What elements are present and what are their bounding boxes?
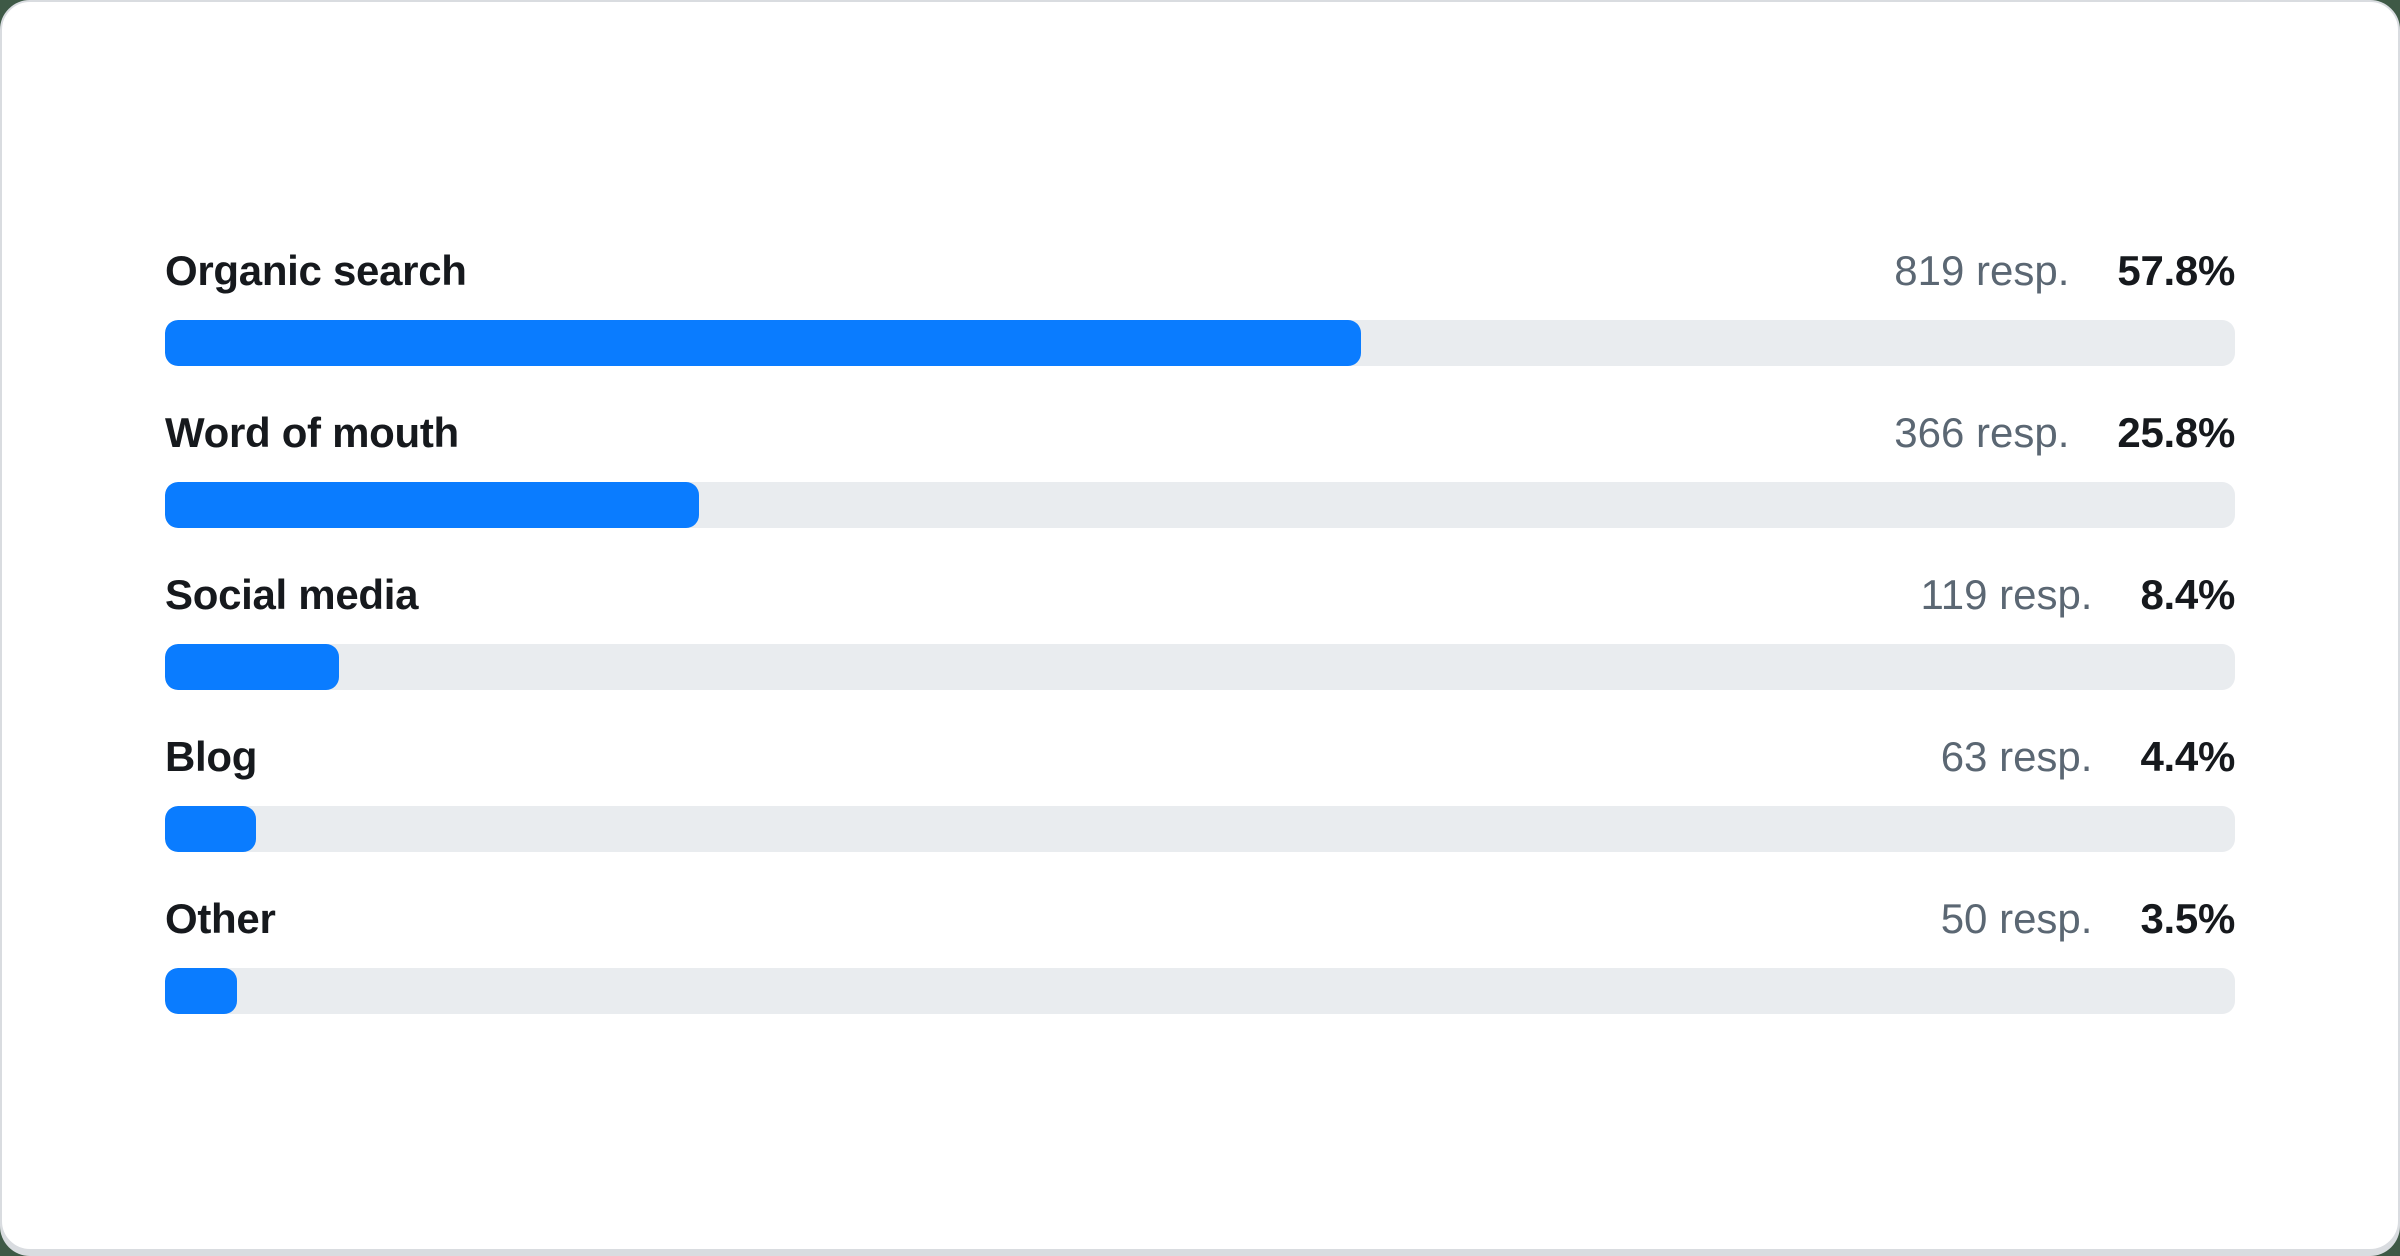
category-label: Organic search (165, 247, 467, 294)
chart-row: Organic search 819 resp. 57.8% (165, 244, 2235, 366)
bar-fill (165, 806, 257, 852)
percent-value: 25.8% (2117, 409, 2235, 456)
responses-count: 819 resp. (1894, 247, 2070, 294)
bar-fill (165, 644, 339, 690)
row-values: 119 resp. 8.4% (1920, 568, 2235, 622)
percent-value: 57.8% (2117, 247, 2235, 294)
row-values: 366 resp. 25.8% (1894, 406, 2235, 460)
bar-track (165, 644, 2235, 690)
bar-track (165, 320, 2235, 366)
row-header: Blog 63 resp. 4.4% (165, 730, 2235, 784)
category-label: Other (165, 895, 276, 942)
category-label: Word of mouth (165, 409, 459, 456)
chart-row: Blog 63 resp. 4.4% (165, 730, 2235, 852)
bar-track (165, 482, 2235, 528)
chart-row: Other 50 resp. 3.5% (165, 892, 2235, 1014)
bar-fill (165, 968, 238, 1014)
bar-track (165, 968, 2235, 1014)
chart-row: Social media 119 resp. 8.4% (165, 568, 2235, 690)
row-header: Social media 119 resp. 8.4% (165, 568, 2235, 622)
bar-fill (165, 482, 700, 528)
row-header: Organic search 819 resp. 57.8% (165, 244, 2235, 298)
row-values: 50 resp. 3.5% (1940, 892, 2236, 946)
chart-row: Word of mouth 366 resp. 25.8% (165, 406, 2235, 528)
row-values: 819 resp. 57.8% (1894, 244, 2235, 298)
percent-value: 8.4% (2140, 571, 2235, 618)
row-header: Word of mouth 366 resp. 25.8% (165, 406, 2235, 460)
category-label: Blog (165, 733, 258, 780)
percent-value: 4.4% (2140, 733, 2235, 780)
responses-count: 119 resp. (1920, 571, 2093, 618)
row-header: Other 50 resp. 3.5% (165, 892, 2235, 946)
percent-value: 3.5% (2140, 895, 2235, 942)
bar-fill (165, 320, 1362, 366)
traffic-sources-bar-chart: Organic search 819 resp. 57.8% Word of m… (2, 2, 2398, 1014)
responses-count: 50 resp. (1940, 895, 2093, 942)
responses-count: 63 resp. (1940, 733, 2093, 780)
row-values: 63 resp. 4.4% (1940, 730, 2236, 784)
category-label: Social media (165, 571, 419, 618)
responses-count: 366 resp. (1894, 409, 2070, 456)
bar-track (165, 806, 2235, 852)
